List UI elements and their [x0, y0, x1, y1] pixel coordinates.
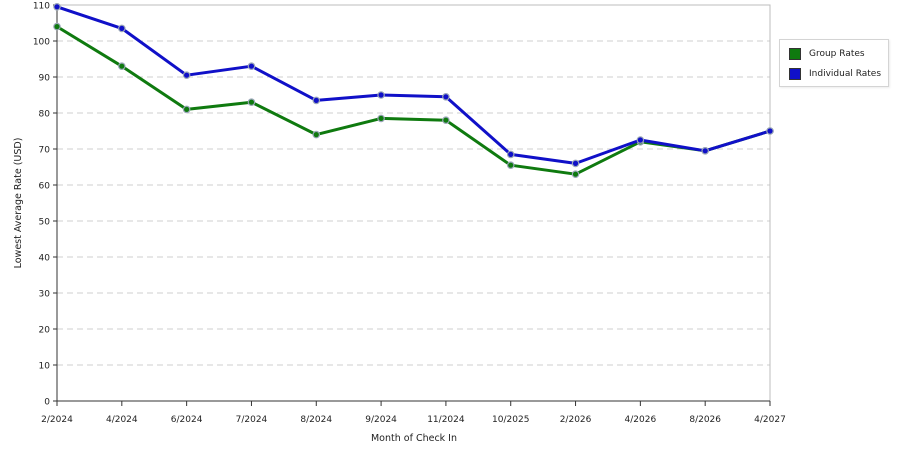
x-tick-label: 2/2024	[41, 415, 73, 425]
data-point-individual-rates	[636, 136, 645, 144]
data-point-group-rates	[53, 22, 61, 31]
legend-item-individual-rates: Individual Rates	[789, 67, 881, 81]
grid-lines	[57, 40, 770, 366]
x-tick-label: 8/2026	[689, 415, 721, 425]
x-tick-label: 4/2024	[106, 415, 138, 425]
x-tick-label: 9/2024	[365, 415, 397, 425]
plot-frame	[56, 4, 771, 402]
data-point-group-rates	[442, 116, 450, 125]
y-tick-label: 40	[39, 254, 51, 264]
data-point-individual-rates	[247, 62, 256, 70]
data-point-individual-rates	[118, 24, 126, 33]
y-tick-label: 20	[39, 326, 51, 336]
data-point-group-rates	[247, 98, 256, 107]
x-tick-label: 7/2024	[236, 415, 268, 425]
data-point-individual-rates	[766, 127, 774, 135]
data-point-individual-rates	[701, 147, 709, 155]
y-tick-label: 110	[33, 2, 50, 12]
x-tick-label: 6/2024	[171, 415, 203, 425]
series-line-individual-rates	[55, 5, 772, 165]
x-axis-title: Month of Check In	[371, 433, 457, 444]
x-tick-label: 11/2024	[427, 415, 465, 425]
y-axis-title: Lowest Average Rate (USD)	[13, 138, 24, 269]
y-tick-label: 50	[39, 218, 51, 228]
x-tick-label: 2/2026	[560, 415, 592, 425]
data-point-group-rates	[182, 105, 191, 114]
data-point-individual-rates	[182, 71, 191, 80]
data-point-group-rates	[377, 114, 385, 123]
data-point-individual-rates	[571, 159, 580, 168]
data-point-group-rates	[312, 130, 321, 139]
y-tick-label: 30	[39, 290, 51, 300]
legend-label-individual-rates: Individual Rates	[809, 69, 882, 79]
x-tick-label: 8/2024	[300, 415, 332, 425]
y-tick-label: 100	[33, 38, 50, 48]
legend-item-group-rates: Group Rates	[789, 47, 865, 61]
y-tick-label: 90	[39, 74, 51, 84]
legend-label-group-rates: Group Rates	[809, 49, 865, 59]
data-point-group-rates	[118, 62, 126, 70]
data-point-group-rates	[571, 170, 580, 179]
legend-swatch-individual-rates	[789, 68, 801, 80]
y-tick-label: 60	[39, 182, 51, 192]
y-tick-label: 10	[39, 362, 51, 372]
legend: Group Rates Individual Rates	[779, 39, 889, 87]
data-point-individual-rates	[506, 150, 515, 159]
data-point-individual-rates	[377, 91, 385, 99]
y-tick-label: 70	[39, 146, 51, 156]
x-tick-label: 4/2027	[754, 415, 786, 425]
data-point-group-rates	[506, 161, 515, 170]
y-tick-label: 80	[39, 110, 51, 120]
x-tick-label: 4/2026	[625, 415, 657, 425]
axes: 0 10 20 30 40 50 60 70 80 90 100 110 2/2024 4/2024 6/2…	[33, 2, 786, 426]
y-tick-label: 0	[44, 398, 50, 408]
series-lines	[53, 3, 774, 179]
x-tick-label: 10/2025	[492, 415, 529, 425]
data-point-individual-rates	[312, 96, 321, 105]
legend-swatch-group-rates	[789, 48, 801, 60]
data-point-individual-rates	[442, 93, 450, 101]
data-point-individual-rates	[53, 3, 61, 11]
series-line-group-rates	[55, 25, 772, 176]
